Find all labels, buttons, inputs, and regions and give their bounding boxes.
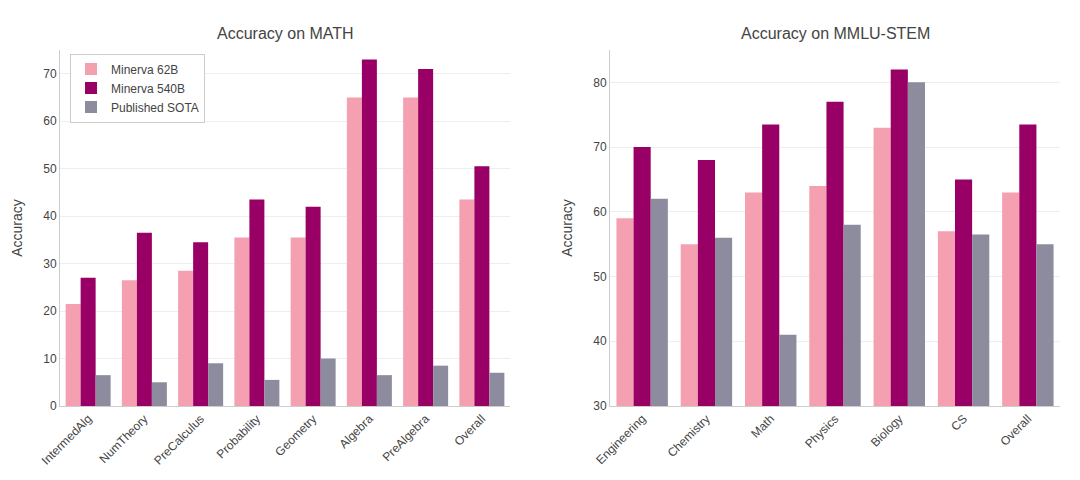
svg-text:Accuracy: Accuracy bbox=[559, 199, 575, 257]
svg-text:Overall: Overall bbox=[451, 412, 488, 449]
svg-text:Minerva 540B: Minerva 540B bbox=[111, 82, 185, 96]
svg-text:70: 70 bbox=[43, 67, 57, 81]
svg-text:PreAlgebra: PreAlgebra bbox=[380, 412, 433, 465]
svg-text:Biology: Biology bbox=[868, 412, 906, 450]
svg-text:10: 10 bbox=[43, 352, 57, 366]
svg-text:Geometry: Geometry bbox=[272, 412, 319, 459]
svg-text:60: 60 bbox=[43, 114, 57, 128]
svg-text:NumTheory: NumTheory bbox=[97, 412, 151, 466]
svg-text:50: 50 bbox=[593, 270, 607, 284]
svg-text:Accuracy: Accuracy bbox=[9, 199, 25, 257]
svg-text:40: 40 bbox=[43, 209, 57, 223]
svg-text:Minerva 62B: Minerva 62B bbox=[111, 63, 178, 77]
svg-text:IntermedAlg: IntermedAlg bbox=[39, 412, 95, 468]
svg-text:Probability: Probability bbox=[214, 412, 264, 462]
svg-text:80: 80 bbox=[593, 76, 607, 90]
svg-text:Overall: Overall bbox=[997, 412, 1034, 449]
svg-text:Physics: Physics bbox=[802, 412, 841, 451]
svg-text:30: 30 bbox=[43, 257, 57, 271]
svg-text:Accuracy on MATH: Accuracy on MATH bbox=[217, 25, 354, 42]
svg-text:0: 0 bbox=[50, 399, 57, 413]
svg-text:PreCalculus: PreCalculus bbox=[151, 412, 207, 468]
svg-text:Math: Math bbox=[748, 412, 777, 441]
svg-text:60: 60 bbox=[593, 205, 607, 219]
svg-text:40: 40 bbox=[593, 334, 607, 348]
svg-text:70: 70 bbox=[593, 140, 607, 154]
svg-text:50: 50 bbox=[43, 162, 57, 176]
svg-text:Chemistry: Chemistry bbox=[665, 412, 713, 460]
svg-text:Accuracy on MMLU-STEM: Accuracy on MMLU-STEM bbox=[741, 25, 930, 42]
svg-text:20: 20 bbox=[43, 304, 57, 318]
svg-text:30: 30 bbox=[593, 399, 607, 413]
svg-text:Engineering: Engineering bbox=[593, 412, 648, 467]
svg-text:CS: CS bbox=[948, 412, 970, 434]
svg-text:Published SOTA: Published SOTA bbox=[111, 101, 199, 115]
svg-text:Algebra: Algebra bbox=[337, 412, 376, 451]
